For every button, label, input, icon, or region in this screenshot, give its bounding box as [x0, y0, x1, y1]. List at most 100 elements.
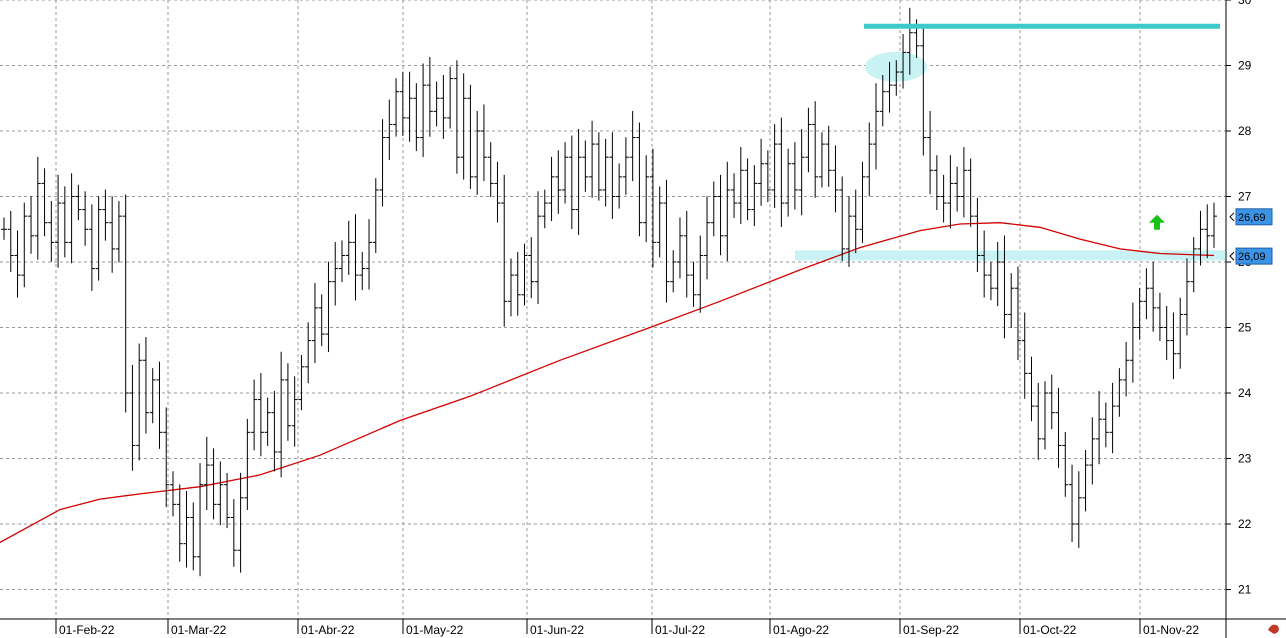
ohlc-bar	[683, 210, 690, 298]
moving-average-line	[0, 222, 1215, 543]
ohlc-bar	[298, 355, 305, 411]
ohlc-bar	[75, 184, 82, 221]
ohlc-bar	[1102, 402, 1109, 448]
ohlc-bar	[960, 147, 967, 218]
ohlc-bar	[55, 174, 62, 268]
ohlc-bar	[440, 75, 447, 139]
ohlc-bar	[271, 391, 278, 472]
ohlc-bar	[136, 343, 143, 461]
ohlc-bar	[798, 129, 805, 216]
ohlc-bar	[778, 117, 785, 227]
y-tick-label: 25	[1238, 321, 1252, 335]
ohlc-bar	[987, 261, 994, 301]
x-tick-label: 01-Jun-22	[530, 623, 584, 637]
ohlc-bar	[535, 191, 542, 305]
ohlc-bar	[920, 25, 927, 156]
ohlc-bar	[927, 111, 934, 195]
price-box	[1235, 208, 1273, 226]
ohlc-bar	[548, 156, 555, 222]
ohlc-bar	[967, 158, 974, 227]
ohlc-bar	[737, 147, 744, 224]
y-tick-label: 29	[1238, 59, 1252, 73]
ohlc-bar	[480, 104, 487, 182]
ohlc-bar	[68, 173, 75, 264]
ohlc-bar	[1, 217, 7, 240]
ohlc-bar	[345, 220, 352, 275]
ohlc-bar	[906, 7, 913, 75]
ohlc-bar	[1035, 382, 1042, 460]
ohlc-bar	[845, 196, 852, 267]
up-arrow-icon	[1149, 214, 1165, 230]
ohlc-bar	[244, 418, 251, 510]
ohlc-bar	[217, 461, 224, 526]
ohlc-bar	[994, 242, 1001, 307]
ohlc-bar	[839, 176, 846, 261]
ohlc-bar	[981, 230, 988, 298]
ohlc-bar	[616, 163, 623, 209]
ohlc-bar	[460, 73, 467, 180]
ohlc-bar	[88, 204, 95, 291]
x-tick-label: 01-May-22	[406, 623, 464, 637]
ohlc-bar	[764, 150, 771, 203]
y-tick-label: 27	[1238, 190, 1252, 204]
ohlc-bar	[676, 217, 683, 279]
ohlc-bar	[264, 397, 271, 446]
ohlc-bar	[224, 472, 231, 529]
ohlc-bar	[731, 173, 738, 219]
ohlc-bar	[386, 99, 393, 160]
ohlc-bar	[210, 448, 217, 520]
y-tick-label: 21	[1238, 583, 1252, 597]
ohlc-bar	[832, 145, 839, 213]
ohlc-bar	[1048, 374, 1055, 430]
ohlc-bar	[1204, 204, 1211, 259]
ohlc-bar	[1089, 417, 1096, 485]
ohlc-bar	[494, 161, 501, 223]
ohlc-bar	[433, 81, 440, 127]
ohlc-bar	[413, 83, 420, 152]
ohlc-bar	[1170, 312, 1177, 380]
x-tick-label: 01-Sep-22	[903, 623, 959, 637]
ohlc-bar	[406, 71, 413, 142]
ohlc-bar	[284, 363, 291, 441]
ohlc-bar	[825, 125, 832, 187]
ohlc-bar	[636, 122, 643, 237]
ohlc-bar	[257, 373, 264, 457]
x-tick-label: 01-Ago-22	[773, 623, 829, 637]
ohlc-bar	[758, 138, 765, 206]
ohlc-bar	[954, 166, 961, 212]
ohlc-bar	[710, 181, 717, 237]
annotations	[1149, 214, 1165, 230]
ohlc-bar	[251, 379, 258, 451]
ohlc-bar	[487, 142, 494, 197]
ohlc-bar	[1001, 235, 1008, 339]
ohlc-bar	[1143, 268, 1150, 320]
ohlc-bar	[1190, 237, 1197, 293]
ohlc-bar	[129, 364, 136, 471]
ohlc-bar	[1197, 210, 1204, 266]
ohlc-bar	[670, 250, 677, 293]
ohlc-bar	[48, 201, 55, 262]
ohlc-bar	[21, 202, 28, 288]
ohlc-bar	[900, 34, 907, 89]
price-box	[1235, 247, 1273, 265]
ohlc-bar	[879, 75, 886, 127]
ohlc-bar	[595, 132, 602, 201]
ohlc-bar	[717, 174, 724, 256]
ohlc-bar	[332, 242, 339, 306]
ohlc-bar	[149, 368, 156, 424]
ohlc-bar	[1082, 450, 1089, 512]
ohlc-bar	[541, 189, 548, 229]
ohlc-bar	[176, 484, 183, 562]
ohlc-bar	[589, 120, 596, 198]
corner-logo-icon	[1268, 624, 1279, 634]
price-marker	[1229, 251, 1235, 261]
ohlc-bar	[1109, 382, 1116, 454]
support-band	[795, 250, 1225, 261]
ohlc-bar	[791, 142, 798, 210]
ohlc-bar	[1021, 312, 1028, 399]
ohlc-bar	[1183, 258, 1190, 336]
x-tick-label: 01-Abr-22	[301, 623, 355, 637]
x-tick-label: 01-Oct-22	[1023, 623, 1077, 637]
ohlc-bar	[704, 196, 711, 280]
